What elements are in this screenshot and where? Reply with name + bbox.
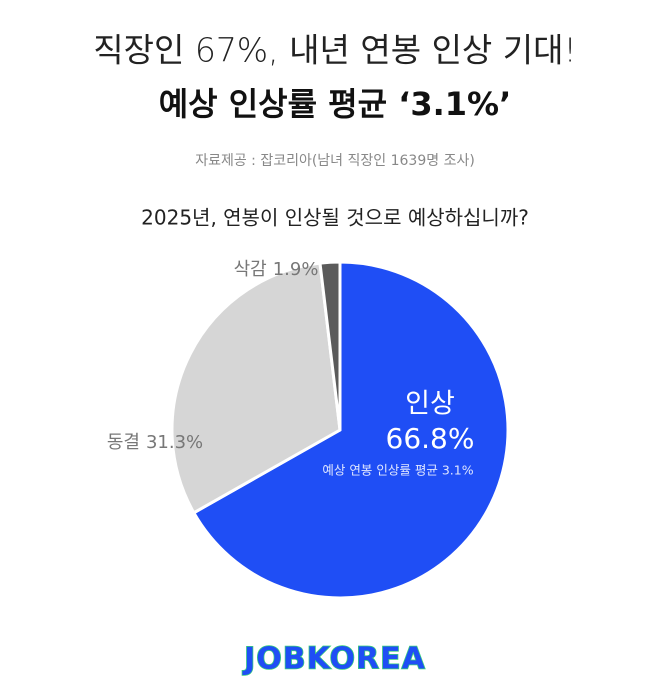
title: 직장인 67%, 내년 연봉 인상 기대! <box>93 31 576 70</box>
source: 자료제공 : 잡코리아(남녀 직장인 1639명 조사) <box>195 153 475 169</box>
annotation: 예상 연봉 인상률 평균 3.1% <box>322 463 473 478</box>
slice-label: 인상 <box>405 389 455 420</box>
pie-slice <box>192 260 510 600</box>
pie-slice <box>170 261 342 515</box>
subtitle: 예상 인상률 평균 ‘3.1%’ <box>159 85 512 123</box>
logo: JOBKOREA <box>242 642 426 677</box>
slice-label: 동결 31.3% <box>107 432 203 453</box>
slice-category: 삭감 <box>234 259 267 280</box>
slice-value-label: 1.9% <box>273 259 319 280</box>
pie-slice <box>318 260 342 432</box>
question: 2025년, 연봉이 인상될 것으로 예상하십니까? <box>141 206 529 230</box>
slice-value-label: 66.8% <box>386 422 475 455</box>
slice-label: 삭감 1.9% <box>234 259 319 280</box>
slice-value-label: 31.3% <box>146 432 203 453</box>
slice-category: 동결 <box>107 432 140 453</box>
